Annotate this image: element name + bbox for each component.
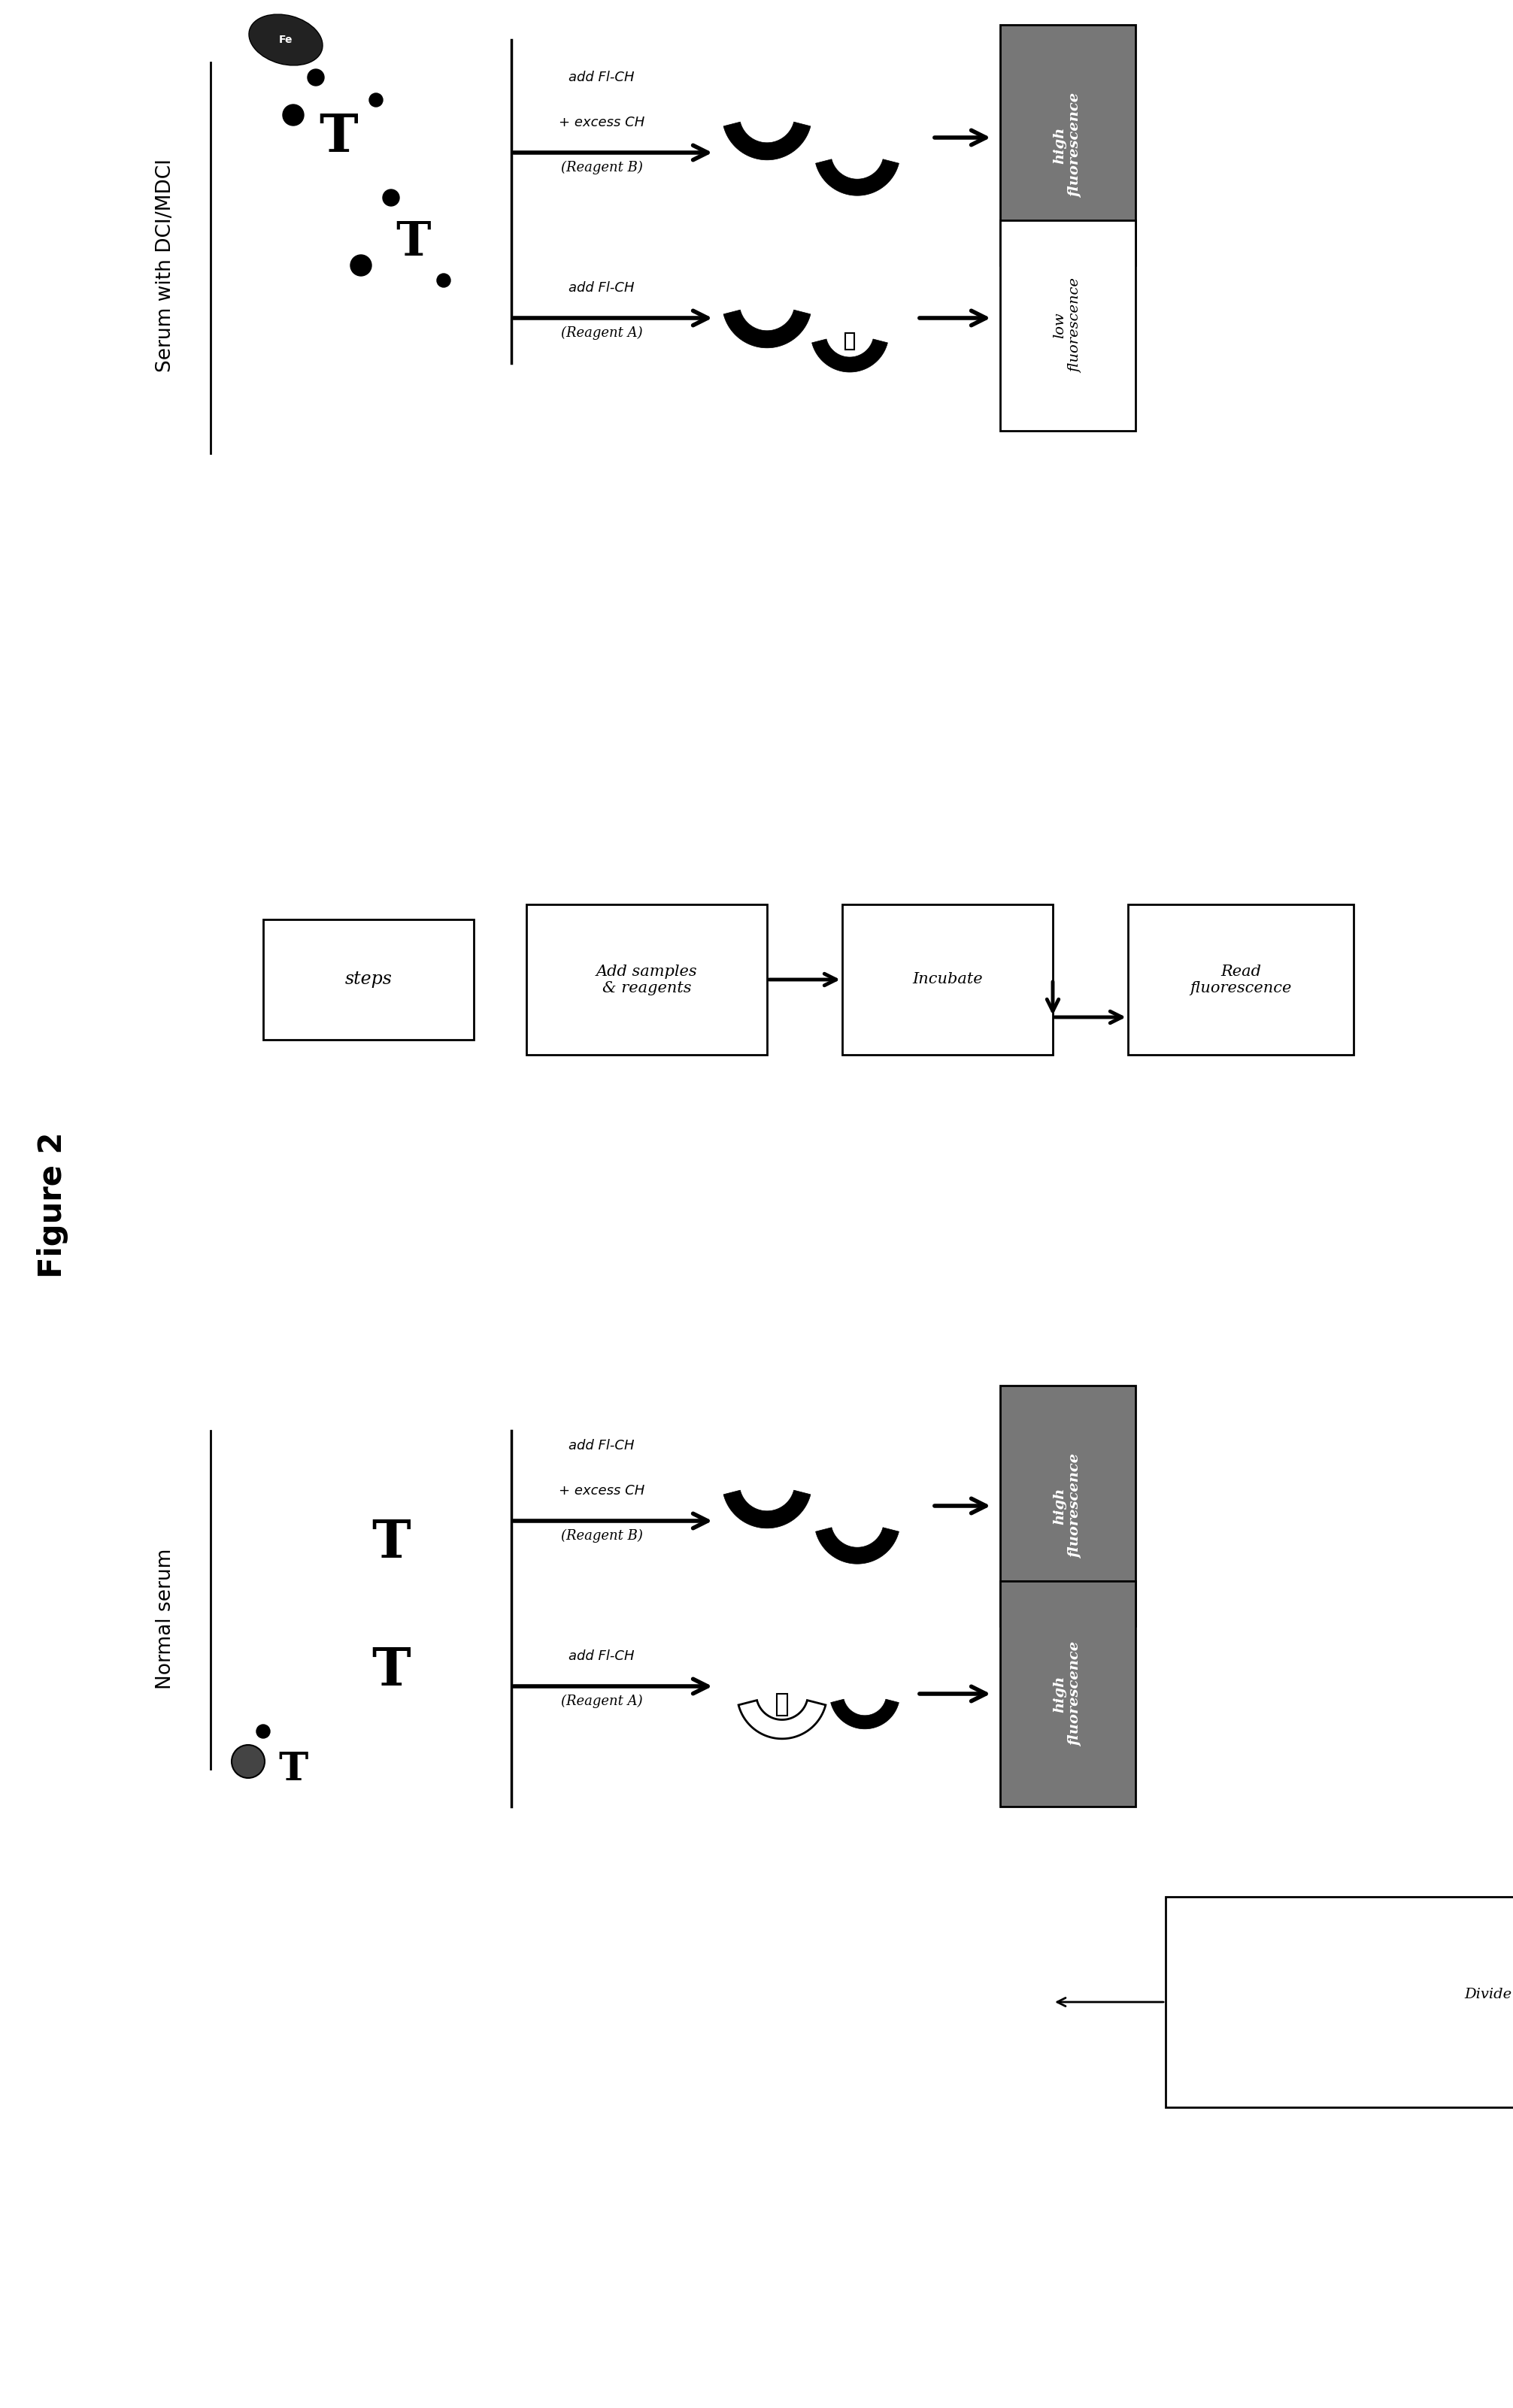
Text: Add samples
& reagents: Add samples & reagents: [596, 963, 697, 995]
Text: + excess CH: + excess CH: [558, 116, 645, 130]
Polygon shape: [816, 1527, 899, 1563]
Polygon shape: [816, 159, 899, 195]
Circle shape: [256, 1724, 269, 1739]
Text: (Reagent A): (Reagent A): [561, 1695, 643, 1707]
Text: add Fl-CH: add Fl-CH: [569, 1440, 634, 1452]
Polygon shape: [831, 1700, 899, 1729]
Text: high
fluorescence: high fluorescence: [1053, 1642, 1082, 1746]
Bar: [527, 905, 767, 1055]
Ellipse shape: [250, 14, 322, 65]
Bar: [263, 920, 474, 1040]
Circle shape: [231, 1746, 265, 1777]
Text: (Reagent B): (Reagent B): [561, 1529, 643, 1544]
Text: Incubate: Incubate: [912, 973, 983, 987]
Text: Normal serum: Normal serum: [156, 1548, 176, 1688]
Text: Divide reading obtained with Reagent A over that with Reagent B and relate to
st: Divide reading obtained with Reagent A o…: [1465, 1987, 1513, 2015]
Text: T: T: [319, 113, 359, 164]
Polygon shape: [723, 123, 811, 159]
Circle shape: [383, 190, 399, 207]
Text: add Fl-CH: add Fl-CH: [569, 282, 634, 294]
Text: Fe: Fe: [278, 34, 292, 46]
Bar: [843, 905, 1053, 1055]
Text: steps: steps: [345, 970, 392, 987]
Polygon shape: [723, 1491, 811, 1529]
Text: high
fluorescence: high fluorescence: [1053, 94, 1082, 197]
Circle shape: [351, 255, 372, 277]
Text: T: T: [372, 1647, 410, 1695]
Bar: [1000, 219, 1135, 431]
Circle shape: [437, 275, 451, 287]
Bar: [846, 332, 855, 349]
Text: add Fl-CH: add Fl-CH: [569, 70, 634, 84]
Circle shape: [307, 70, 324, 87]
Bar: [1129, 905, 1354, 1055]
Text: T: T: [278, 1751, 309, 1789]
Circle shape: [369, 94, 383, 106]
Text: (Reagent B): (Reagent B): [561, 161, 643, 173]
Circle shape: [283, 104, 304, 125]
Text: + excess CH: + excess CH: [558, 1483, 645, 1498]
Polygon shape: [812, 340, 888, 373]
Bar: [776, 1693, 788, 1714]
Text: T: T: [396, 219, 431, 265]
Text: high
fluorescence: high fluorescence: [1053, 1454, 1082, 1558]
Bar: [1000, 24, 1135, 265]
Text: add Fl-CH: add Fl-CH: [569, 1649, 634, 1664]
Text: Figure 2: Figure 2: [36, 1132, 68, 1279]
Text: (Reagent A): (Reagent A): [561, 325, 643, 340]
Text: low
fluorescence: low fluorescence: [1053, 279, 1082, 373]
Text: Read
fluorescence: Read fluorescence: [1189, 963, 1292, 995]
Bar: [1000, 1385, 1135, 1625]
Text: Serum with DCI/MDCI: Serum with DCI/MDCI: [156, 159, 176, 373]
Polygon shape: [723, 311, 811, 347]
Bar: [1000, 1582, 1135, 1806]
Bar: [1165, 1898, 1513, 2107]
Text: T: T: [372, 1519, 410, 1568]
Polygon shape: [738, 1700, 826, 1739]
